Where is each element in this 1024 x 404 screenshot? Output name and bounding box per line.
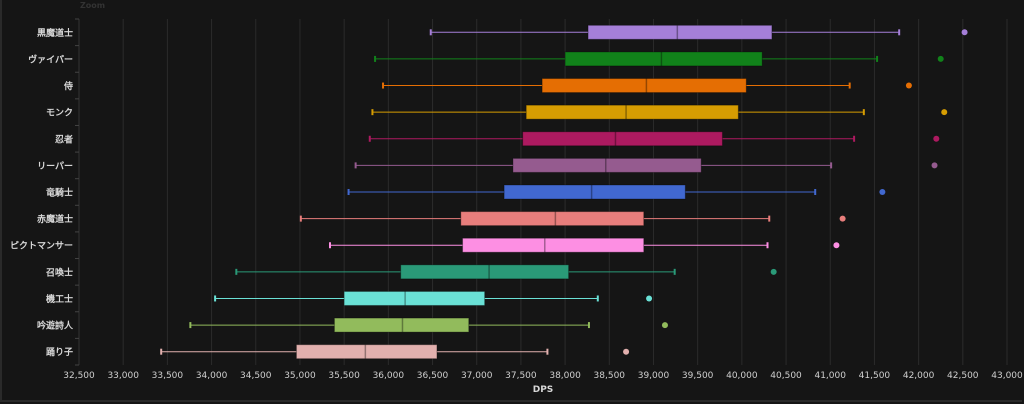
iqr-box — [587, 24, 773, 40]
x-tick-label: 41,500 — [859, 371, 891, 381]
x-tick-label: 38,500 — [594, 371, 626, 381]
x-tick-label: 34,500 — [240, 371, 272, 381]
iqr-box — [462, 237, 645, 253]
box-13: 踊り子 — [46, 344, 630, 360]
box-7: 竜騎士 — [46, 184, 886, 200]
outlier-point — [933, 135, 940, 142]
x-tick-label: 32,500 — [63, 371, 95, 381]
x-tick-label: 35,500 — [328, 371, 360, 381]
box-4: モンク — [46, 104, 948, 120]
x-tick-label: 37,000 — [461, 371, 493, 381]
iqr-box — [525, 104, 739, 120]
outlier-point — [931, 162, 938, 169]
outlier-point — [905, 82, 912, 89]
y-tick-label: 忍者 — [55, 133, 73, 145]
box-8: 赤魔道士 — [37, 211, 846, 227]
x-tick-label: 41,000 — [814, 371, 846, 381]
y-tick-label: 召喚士 — [46, 266, 73, 278]
box-5: 忍者 — [55, 131, 940, 147]
x-tick-label: 42,500 — [947, 371, 979, 381]
iqr-box — [541, 78, 747, 94]
x-tick-label: 39,500 — [682, 371, 714, 381]
outlier-point — [941, 109, 948, 116]
x-tick-label: 39,000 — [638, 371, 670, 381]
outlier-point — [623, 348, 630, 355]
box-1: 黒魔道士 — [37, 24, 968, 40]
iqr-box — [512, 157, 702, 173]
y-tick-label: 黒魔道士 — [37, 27, 73, 39]
iqr-box — [400, 264, 570, 280]
x-tick-label: 34,000 — [196, 371, 228, 381]
y-tick-label: 侍 — [63, 80, 73, 92]
x-tick-label: 33,000 — [107, 371, 139, 381]
outlier-point — [879, 189, 886, 195]
x-tick-label: 43,000 — [991, 371, 1023, 381]
box-3: 侍 — [63, 78, 912, 94]
y-tick-label: ヴァイパー — [28, 53, 73, 65]
outlier-point — [770, 268, 777, 275]
iqr-box — [564, 51, 763, 67]
outlier-point — [661, 322, 668, 329]
y-tick-label: モンク — [46, 108, 73, 119]
x-tick-label: 36,500 — [417, 371, 449, 381]
box-9: ピクトマンサー — [10, 237, 840, 253]
x-tick-label: 38,000 — [549, 371, 581, 381]
x-tick-label: 40,500 — [770, 371, 802, 381]
box-12: 吟遊詩人 — [37, 317, 668, 333]
box-2: ヴァイパー — [28, 51, 944, 67]
box-6: リーパー — [37, 157, 938, 173]
iqr-box — [333, 317, 470, 333]
y-tick-label: 機工士 — [46, 293, 73, 305]
box-11: 機工士 — [46, 290, 653, 306]
iqr-box — [343, 290, 486, 306]
x-tick-label: 37,500 — [505, 371, 537, 381]
iqr-box — [522, 131, 723, 147]
x-tick-label: 35,000 — [284, 371, 316, 381]
y-tick-label: 吟遊詩人 — [37, 320, 74, 332]
x-tick-label: 36,000 — [373, 371, 405, 381]
iqr-box — [460, 211, 645, 227]
outlier-point — [839, 215, 846, 222]
iqr-box — [295, 344, 438, 360]
x-tick-label: 42,000 — [903, 371, 935, 381]
outlier-point — [961, 29, 968, 36]
chart-title: Zoom — [80, 1, 106, 10]
outlier-point — [833, 242, 840, 249]
x-tick-label: 33,500 — [152, 371, 184, 381]
y-tick-label: 竜騎士 — [46, 187, 73, 199]
y-tick-label: ピクトマンサー — [10, 240, 73, 252]
iqr-box — [503, 184, 686, 200]
y-tick-label: 赤魔道士 — [37, 213, 73, 225]
outlier-point — [937, 55, 944, 62]
y-tick-label: 踊り子 — [46, 347, 73, 358]
y-tick-label: リーパー — [37, 160, 73, 172]
x-axis-label: DPS — [533, 385, 554, 395]
x-tick-label: 40,000 — [726, 371, 758, 381]
outlier-point — [646, 295, 653, 302]
box-10: 召喚士 — [46, 264, 777, 280]
